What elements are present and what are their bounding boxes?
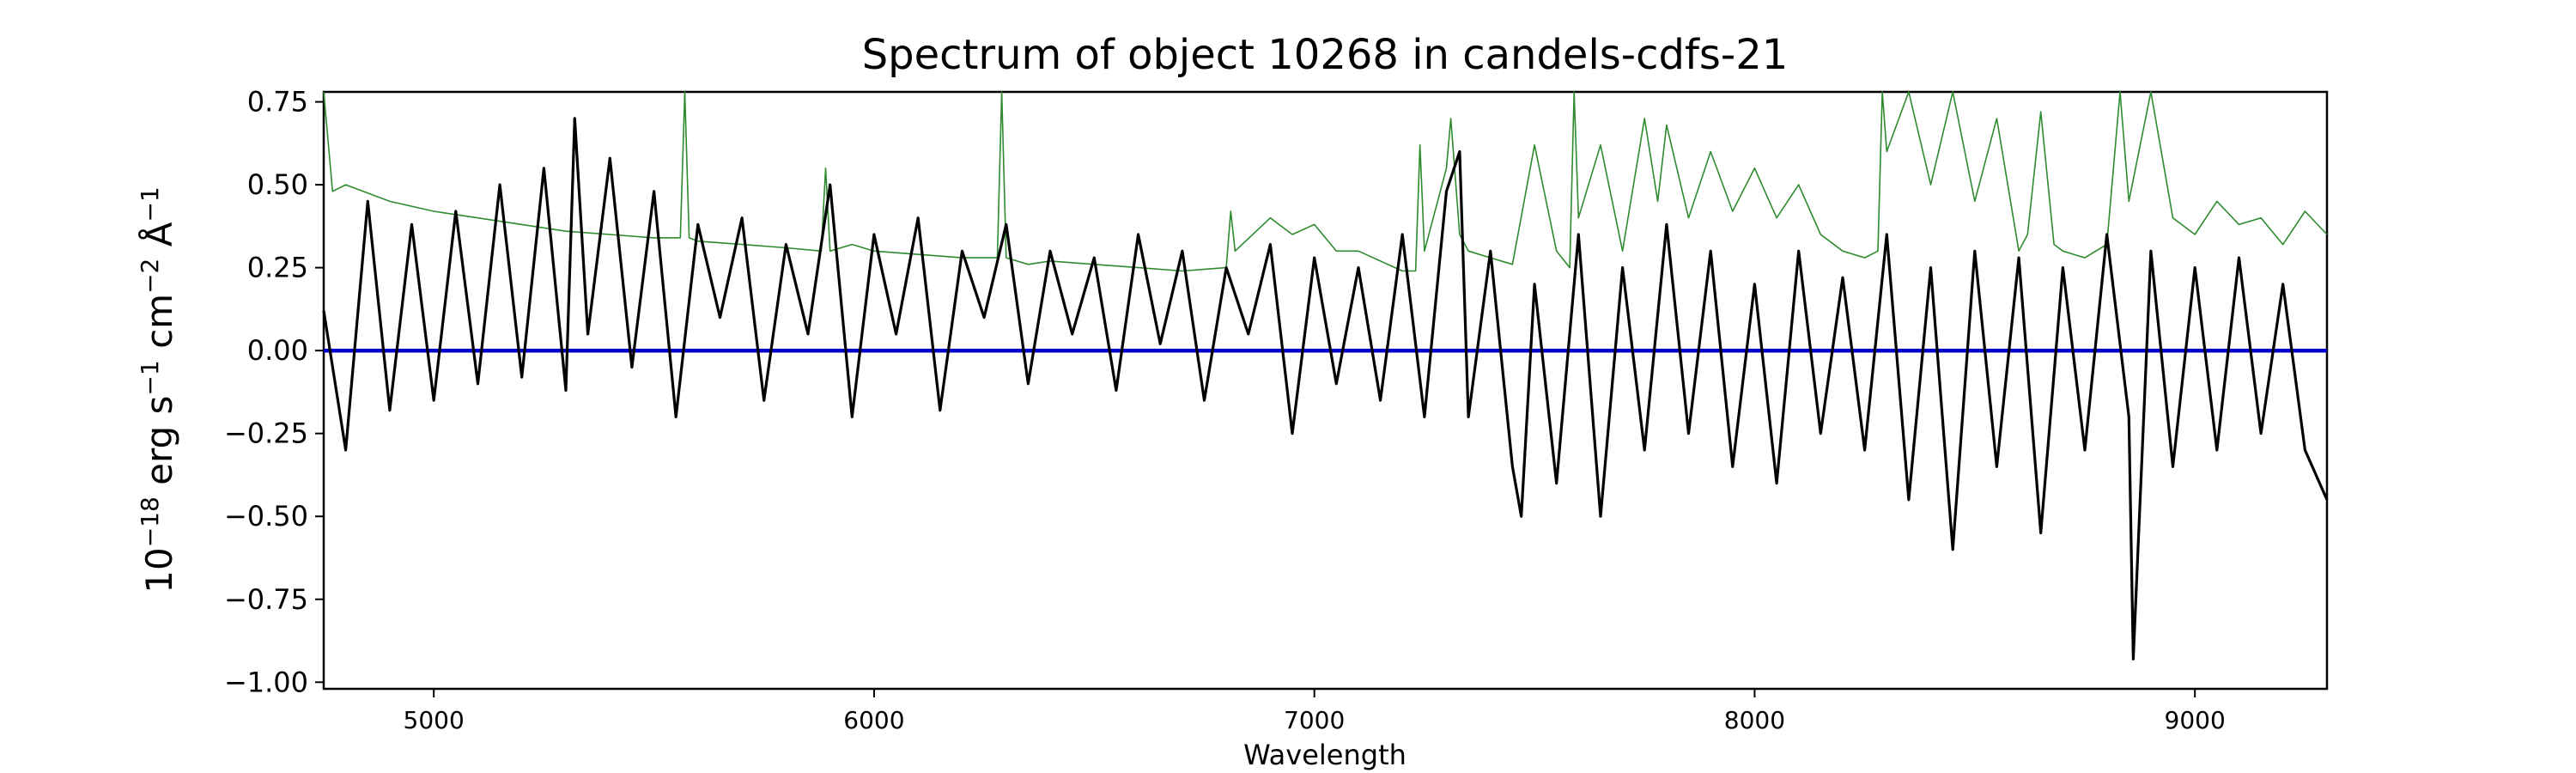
y-axis-label-part-8: −1 (136, 186, 164, 222)
x-tick-label: 5000 (404, 706, 465, 734)
y-tick-label: −0.75 (224, 583, 308, 616)
y-axis-label-part-6: −2 (136, 259, 164, 294)
y-tick-label: −1.00 (224, 666, 308, 698)
x-ticks: 5000 6000 7000 8000 9000 (404, 689, 2226, 734)
y-tick-label: −0.25 (224, 417, 308, 450)
x-axis-label: Wavelength (1243, 739, 1406, 771)
x-tick-label: 9000 (2165, 706, 2226, 734)
y-tick-label: 0.75 (247, 86, 308, 119)
series-line-flux (322, 117, 2329, 660)
y-tick-label: 0.50 (247, 168, 308, 201)
x-tick-label: 8000 (1724, 706, 1785, 734)
y-axis-label-part-4: −1 (136, 360, 164, 395)
chart-title: Spectrum of object 10268 in candels-cdfs… (862, 31, 1789, 79)
y-axis-label-part-5: cm (138, 294, 180, 360)
x-tick-label: 7000 (1284, 706, 1345, 734)
series-layer (322, 91, 2329, 660)
y-tick-label: −0.50 (224, 500, 308, 533)
axes-frame (322, 90, 2329, 691)
x-tick-label: 6000 (843, 706, 904, 734)
y-tick-label: 0.00 (247, 334, 308, 367)
y-axis-label-part-1: 10 (138, 547, 180, 593)
plot-area: 0.75 0.50 0.25 0.00 −0.25 −0.50 −0.75 −1.00 500… (224, 86, 2329, 734)
y-axis-label-part-2: −18 (136, 496, 164, 547)
y-tick-label: 0.25 (247, 252, 308, 284)
y-axis-label: 10−18 erg s−1 cm−2 Å−1 (136, 186, 180, 593)
y-axis-label-part-7: Å (137, 222, 180, 258)
y-ticks: 0.75 0.50 0.25 0.00 −0.25 −0.50 −0.75 −1.00 (224, 86, 324, 698)
y-axis-label-part-3: erg s (138, 396, 180, 497)
series-line-error (323, 91, 2328, 272)
